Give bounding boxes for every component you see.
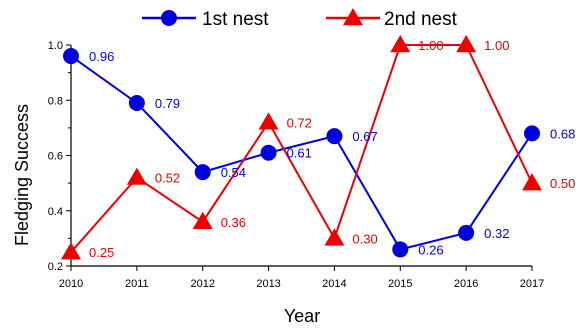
data-label: 0.79	[155, 96, 180, 111]
series-lines	[61, 35, 542, 260]
x-tick-label: 2011	[125, 278, 149, 290]
data-label: 0.67	[352, 129, 377, 144]
data-point	[63, 48, 79, 65]
data-label: 0.32	[484, 226, 509, 241]
data-point	[343, 8, 363, 26]
x-axis-label: Year	[284, 306, 320, 326]
data-point	[456, 35, 477, 53]
data-label: 0.50	[550, 176, 575, 191]
legend-label: 2nd nest	[384, 9, 458, 30]
x-tick-label: 2017	[520, 278, 544, 290]
data-label: 0.25	[89, 245, 114, 260]
data-point	[524, 125, 540, 142]
data-point	[522, 173, 542, 191]
x-tick-label: 2010	[59, 278, 83, 290]
data-point	[194, 164, 211, 181]
data-label: 0.72	[287, 115, 312, 130]
data-label: 0.30	[352, 231, 377, 246]
axes: 0.2 0.4 0.6 0.8 1.0 2010 2011 2012 2013 2014 2015 2…	[48, 40, 545, 290]
legend-label: 1st nest	[202, 9, 269, 30]
y-tick-label: 0.4	[48, 206, 63, 218]
data-label: 0.96	[89, 49, 114, 64]
series-line	[70, 55, 533, 251]
x-tick-label: 2013	[256, 278, 280, 290]
data-point	[192, 211, 213, 229]
x-tick-label: 2016	[454, 278, 478, 290]
data-label: 0.54	[221, 165, 246, 180]
data-label: 0.36	[221, 215, 246, 230]
data-label: 1.00	[418, 38, 443, 53]
data-label: 1.00	[484, 38, 509, 53]
data-point	[326, 128, 343, 145]
x-tick-label: 2014	[322, 278, 346, 290]
y-tick-label: 1.0	[48, 40, 63, 52]
y-tick-label: 0.6	[48, 151, 63, 163]
data-point	[128, 95, 145, 112]
data-point	[161, 10, 177, 26]
data-point	[390, 35, 411, 53]
data-point	[458, 224, 475, 241]
data-label: 0.26	[418, 242, 443, 257]
y-axis-label: Fledging Success	[12, 104, 32, 246]
data-point	[324, 228, 345, 246]
data-point	[258, 112, 279, 130]
y-tick-label: 0.8	[48, 95, 63, 107]
data-point	[392, 241, 409, 258]
data-point	[61, 242, 81, 260]
data-point	[260, 144, 277, 161]
data-label: 0.61	[287, 146, 312, 161]
data-labels: 0.96 0.79 0.54 0.61 0.67 0.26 0.32 0.68 0.25 0.52…	[89, 38, 575, 260]
y-tick-label: 0.2	[48, 261, 63, 273]
data-label: 0.68	[550, 126, 575, 141]
data-label: 0.52	[155, 171, 180, 186]
legend: 1st nest 2nd nest	[142, 8, 458, 30]
x-tick-label: 2015	[388, 278, 412, 290]
x-tick-label: 2012	[190, 278, 214, 290]
data-point	[126, 167, 147, 185]
series-line	[70, 44, 533, 253]
